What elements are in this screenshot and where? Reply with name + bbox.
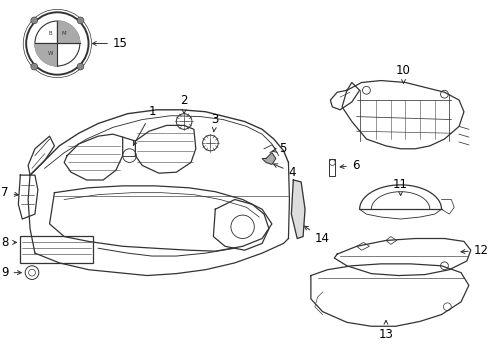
Circle shape	[31, 63, 38, 70]
Text: W: W	[48, 51, 53, 56]
Polygon shape	[57, 21, 80, 44]
Text: 5: 5	[272, 142, 285, 155]
Text: 10: 10	[395, 64, 410, 84]
Text: 12: 12	[460, 244, 488, 257]
Circle shape	[77, 63, 84, 70]
Text: 1: 1	[133, 105, 155, 145]
Bar	[20, 235, 93, 263]
Circle shape	[77, 17, 84, 24]
Text: 14: 14	[304, 226, 329, 245]
Text: 9: 9	[1, 266, 21, 279]
Polygon shape	[262, 153, 275, 165]
Bar	[329, 158, 335, 176]
Text: 4: 4	[273, 164, 295, 179]
Text: 7: 7	[1, 186, 19, 199]
Text: 13: 13	[378, 320, 392, 341]
Text: 2: 2	[180, 94, 187, 114]
Text: 8: 8	[1, 236, 17, 249]
Text: 15: 15	[92, 37, 127, 50]
Polygon shape	[291, 180, 305, 239]
Text: 11: 11	[392, 178, 407, 195]
Text: 3: 3	[211, 113, 219, 132]
Text: M: M	[61, 31, 66, 36]
Text: B: B	[49, 31, 52, 36]
Polygon shape	[35, 44, 57, 66]
Text: 6: 6	[339, 159, 359, 172]
Circle shape	[31, 17, 38, 24]
